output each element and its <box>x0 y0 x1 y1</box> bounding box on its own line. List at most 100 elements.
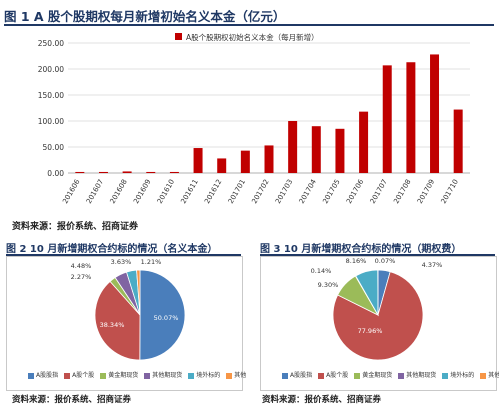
source-note: 资料来源：报价系统、招商证券 <box>262 395 382 405</box>
x-tick-label: 201610 <box>156 178 176 205</box>
x-tick-label: 201702 <box>250 178 270 205</box>
x-tick-label: 201701 <box>227 178 247 205</box>
pie-value-label: 77.96% <box>358 327 383 335</box>
figure3-title-rule <box>260 254 495 256</box>
legend-label: A股个股 <box>72 372 95 379</box>
legend-swatch <box>28 372 34 379</box>
bar <box>146 171 156 173</box>
bar <box>264 145 274 173</box>
bar <box>217 158 227 173</box>
legend-label: A股个股期权初始名义本金（每月新增） <box>186 32 319 42</box>
x-tick-label: 201708 <box>392 178 412 205</box>
bar-chart: 0.00 50.00 100.00 150.00 200.00 250.00 201606… <box>38 32 470 206</box>
legend-swatch <box>318 372 325 379</box>
source-note: 资料来源：报价系统、招商证券 <box>12 395 132 405</box>
pie-value-label: 8.16% <box>346 257 367 265</box>
x-tick-label: 201606 <box>61 178 82 206</box>
pie-value-label: 0.14% <box>311 267 332 275</box>
bar <box>193 148 203 173</box>
pie-chart-premium: 4.37% 77.96% 9.30% 0.14% 8.16% 0.07% <box>311 257 443 361</box>
bar <box>75 171 85 173</box>
pie-value-label: 4.48% <box>71 262 92 270</box>
y-tick-label: 250.00 <box>38 39 64 48</box>
bar <box>406 62 416 173</box>
pie-value-label: 2.27% <box>71 273 92 281</box>
x-tick-label: 201705 <box>321 178 341 205</box>
x-tick-label: 201707 <box>369 178 389 205</box>
bar <box>335 128 345 173</box>
legend-label: 黄金期现货 <box>362 372 393 379</box>
legend-item: 黄金期现货 <box>354 370 392 379</box>
y-tick-label: 50.00 <box>43 143 65 152</box>
legend-label: 其他 <box>488 372 499 379</box>
legend-swatch <box>188 372 195 379</box>
y-tick-label: 0.00 <box>47 169 64 178</box>
x-tick-label: 201608 <box>109 178 129 205</box>
bar <box>169 171 179 173</box>
x-tick-label: 201609 <box>132 178 152 205</box>
legend-item: A股个股 <box>64 370 94 379</box>
legend-label: 境外标的 <box>196 372 221 379</box>
y-tick-label: 150.00 <box>38 91 64 100</box>
legend-swatch <box>282 372 288 379</box>
x-tick-label: 201607 <box>85 178 105 205</box>
legend-label: 境外标的 <box>450 372 475 379</box>
pie-value-label: 38.34% <box>100 321 125 329</box>
legend-swatch <box>144 372 151 379</box>
legend-label: 其他期现货 <box>406 372 437 379</box>
pie-legend-premium: A股股指 A股个股 黄金期现货 其他期现货 境外标的 其他 <box>282 370 499 379</box>
x-tick-label: 201703 <box>274 178 294 205</box>
pie-legend-notional: A股股指 A股个股 黄金期现货 其他期现货 境外标的 其他 <box>28 370 246 379</box>
legend-swatch <box>442 372 449 379</box>
x-tick-label: 201612 <box>203 178 223 205</box>
pie-value-label: 3.63% <box>111 258 132 266</box>
legend-label: 黄金期现货 <box>108 372 139 379</box>
pie-value-label: 0.07% <box>375 257 396 265</box>
pie-chart-frame-premium <box>260 256 497 391</box>
legend-swatch <box>175 33 182 40</box>
pie-slice <box>136 269 141 316</box>
y-tick-label: 200.00 <box>38 65 64 74</box>
legend-swatch <box>100 372 107 379</box>
legend-swatch <box>354 372 361 379</box>
pie-chart-notional: 50.07% 38.34% 2.27% 4.48% 3.63% 1.21% <box>71 258 186 361</box>
legend-item: 其他期现货 <box>398 370 436 379</box>
figure1-title: 图 1 A 股个股期权每月新增初始名义本金（亿元） <box>4 9 286 24</box>
legend-item: 黄金期现货 <box>100 370 138 379</box>
legend-swatch <box>480 372 487 379</box>
x-tick-label: 201704 <box>298 178 319 206</box>
legend-item: A股股指 <box>282 370 312 379</box>
x-tick-label: 201706 <box>345 178 366 206</box>
legend-item: A股股指 <box>28 370 58 379</box>
bar <box>382 65 392 173</box>
pie-slice <box>332 271 424 361</box>
bar <box>359 111 369 173</box>
legend-item: 境外标的 <box>442 370 474 379</box>
pie-chart-frame-notional <box>6 256 243 391</box>
legend-label: 其他 <box>234 372 247 379</box>
pie-value-label: 4.37% <box>422 261 443 269</box>
figure1-title-rule <box>4 24 494 26</box>
source-note: 资料来源：报价系统、招商证券 <box>12 222 139 232</box>
bar <box>453 109 463 173</box>
pie-value-label: 50.07% <box>154 314 179 322</box>
legend-swatch <box>398 372 405 379</box>
x-tick-label: 201709 <box>416 178 436 205</box>
figure3-title: 图 3 10 月新增期权合约标的情况（期权费） <box>260 244 462 255</box>
legend-label: A股个股 <box>326 372 349 379</box>
figure2-title: 图 2 10 月新增期权合约标的情况（名义本金） <box>6 244 218 255</box>
legend-item: 其他期现货 <box>144 370 182 379</box>
bar <box>288 121 298 173</box>
legend-label: A股股指 <box>36 372 59 379</box>
pie-value-label: 1.21% <box>141 258 162 266</box>
legend-swatch <box>64 372 71 379</box>
figure2-title-rule <box>6 254 241 256</box>
bar <box>98 171 108 173</box>
legend-item: 其他 <box>226 370 246 379</box>
legend-item: 境外标的 <box>188 370 220 379</box>
bar <box>311 126 321 173</box>
legend-swatch <box>226 372 233 379</box>
bar <box>240 150 250 173</box>
legend-item: 其他 <box>480 370 499 379</box>
x-tick-label: 201611 <box>179 178 199 205</box>
